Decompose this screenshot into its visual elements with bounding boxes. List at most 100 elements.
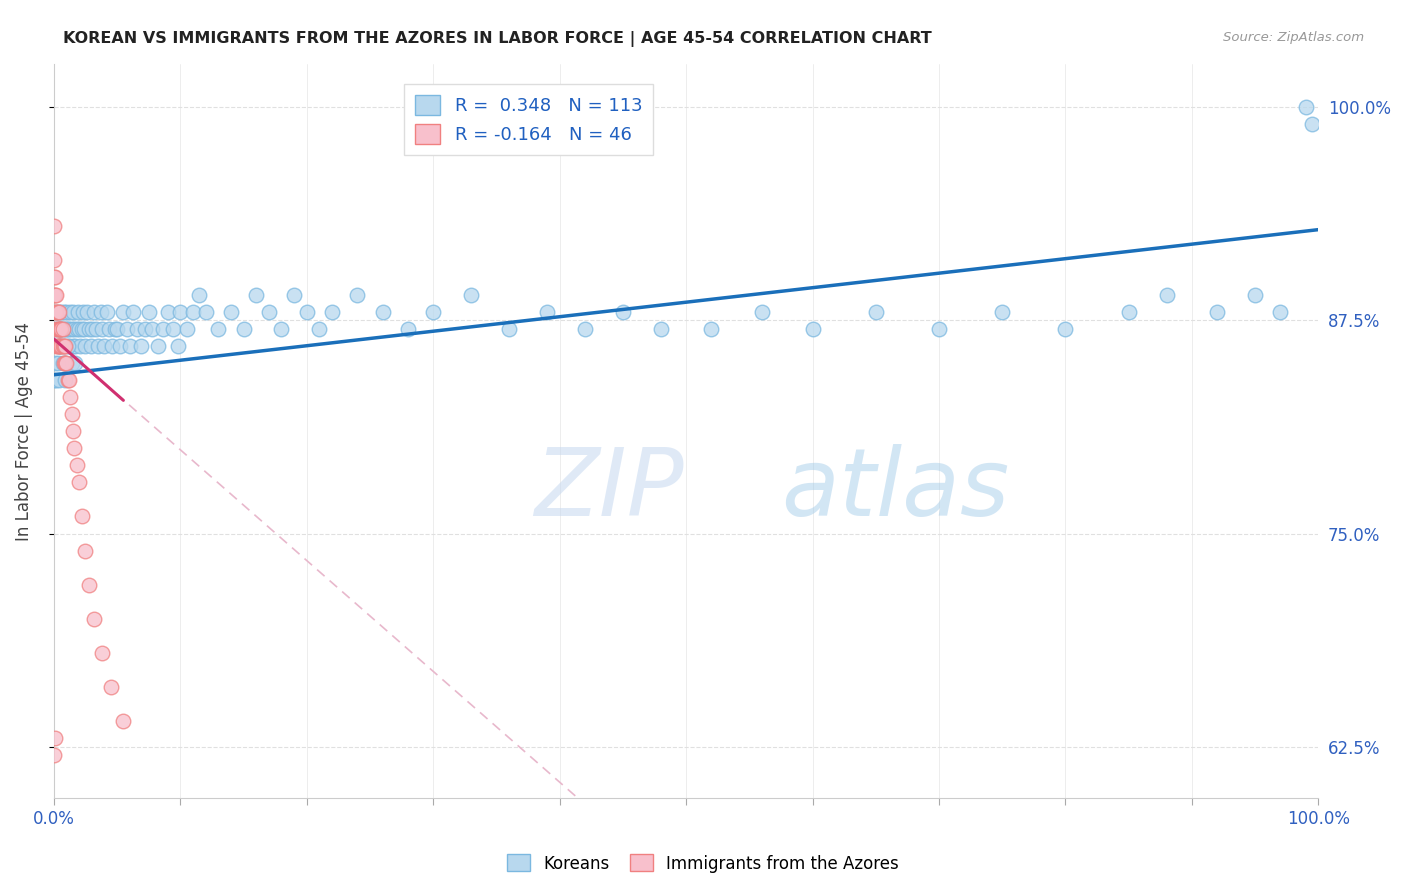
Point bbox=[65, 356, 87, 370]
Point bbox=[51, 304, 73, 318]
Point bbox=[194, 304, 217, 318]
Point bbox=[42, 748, 65, 763]
Text: atlas: atlas bbox=[780, 444, 1010, 535]
Point bbox=[321, 304, 343, 318]
Point bbox=[67, 321, 90, 335]
Point bbox=[1295, 100, 1317, 114]
Point bbox=[152, 321, 174, 335]
Point bbox=[45, 287, 67, 301]
Point bbox=[129, 339, 152, 353]
Point bbox=[346, 287, 368, 301]
Point bbox=[928, 321, 950, 335]
Text: Source: ZipAtlas.com: Source: ZipAtlas.com bbox=[1223, 31, 1364, 45]
Point bbox=[55, 304, 77, 318]
Point bbox=[52, 356, 75, 370]
Point bbox=[51, 321, 73, 335]
Point bbox=[45, 304, 67, 318]
Point bbox=[76, 304, 98, 318]
Point bbox=[44, 270, 66, 285]
Point bbox=[650, 321, 672, 335]
Point bbox=[56, 321, 79, 335]
Point bbox=[77, 578, 100, 592]
Point bbox=[270, 321, 292, 335]
Point bbox=[48, 339, 70, 353]
Point bbox=[48, 304, 70, 318]
Point bbox=[90, 321, 112, 335]
Point bbox=[49, 339, 72, 353]
Point bbox=[51, 339, 73, 353]
Point bbox=[83, 304, 105, 318]
Point bbox=[49, 339, 72, 353]
Point bbox=[44, 287, 66, 301]
Point bbox=[112, 714, 135, 729]
Point bbox=[48, 304, 70, 318]
Point bbox=[72, 304, 94, 318]
Point bbox=[93, 339, 115, 353]
Point bbox=[295, 304, 318, 318]
Point bbox=[49, 339, 72, 353]
Point bbox=[56, 339, 79, 353]
Point bbox=[53, 373, 76, 387]
Point bbox=[42, 219, 65, 234]
Point bbox=[90, 646, 112, 660]
Text: ZIP: ZIP bbox=[534, 444, 683, 535]
Point bbox=[49, 321, 72, 335]
Point bbox=[63, 441, 86, 455]
Point bbox=[96, 304, 118, 318]
Point bbox=[52, 339, 75, 353]
Point bbox=[245, 287, 267, 301]
Point bbox=[219, 304, 242, 318]
Point bbox=[45, 339, 67, 353]
Point bbox=[115, 321, 138, 335]
Point bbox=[101, 339, 124, 353]
Point bbox=[69, 339, 91, 353]
Point bbox=[100, 680, 122, 694]
Point bbox=[48, 373, 70, 387]
Point bbox=[156, 304, 179, 318]
Point bbox=[58, 373, 80, 387]
Point bbox=[62, 304, 84, 318]
Point bbox=[52, 304, 75, 318]
Point bbox=[70, 509, 93, 524]
Point bbox=[1054, 321, 1077, 335]
Point bbox=[612, 304, 634, 318]
Point bbox=[46, 321, 69, 335]
Point bbox=[49, 321, 72, 335]
Point bbox=[66, 304, 89, 318]
Point bbox=[118, 339, 141, 353]
Point bbox=[56, 373, 79, 387]
Point bbox=[44, 731, 66, 746]
Point bbox=[422, 304, 444, 318]
Point bbox=[700, 321, 723, 335]
Point bbox=[141, 321, 163, 335]
Point bbox=[44, 356, 66, 370]
Point bbox=[46, 304, 69, 318]
Point bbox=[63, 321, 86, 335]
Point bbox=[44, 304, 66, 318]
Point bbox=[75, 339, 97, 353]
Point bbox=[188, 287, 211, 301]
Point bbox=[122, 304, 145, 318]
Point bbox=[52, 339, 75, 353]
Point bbox=[55, 321, 77, 335]
Point bbox=[80, 321, 103, 335]
Point bbox=[60, 321, 83, 335]
Point bbox=[1270, 304, 1292, 318]
Point bbox=[51, 321, 73, 335]
Point bbox=[83, 612, 105, 626]
Point bbox=[48, 321, 70, 335]
Point bbox=[59, 304, 82, 318]
Point bbox=[1301, 117, 1323, 131]
Point bbox=[396, 321, 419, 335]
Point bbox=[108, 339, 131, 353]
Point bbox=[84, 321, 107, 335]
Point bbox=[52, 339, 75, 353]
Point bbox=[42, 253, 65, 268]
Point bbox=[90, 304, 112, 318]
Point bbox=[103, 321, 125, 335]
Point bbox=[162, 321, 184, 335]
Point bbox=[52, 356, 75, 370]
Point bbox=[232, 321, 254, 335]
Y-axis label: In Labor Force | Age 45-54: In Labor Force | Age 45-54 bbox=[15, 322, 32, 541]
Point bbox=[45, 304, 67, 318]
